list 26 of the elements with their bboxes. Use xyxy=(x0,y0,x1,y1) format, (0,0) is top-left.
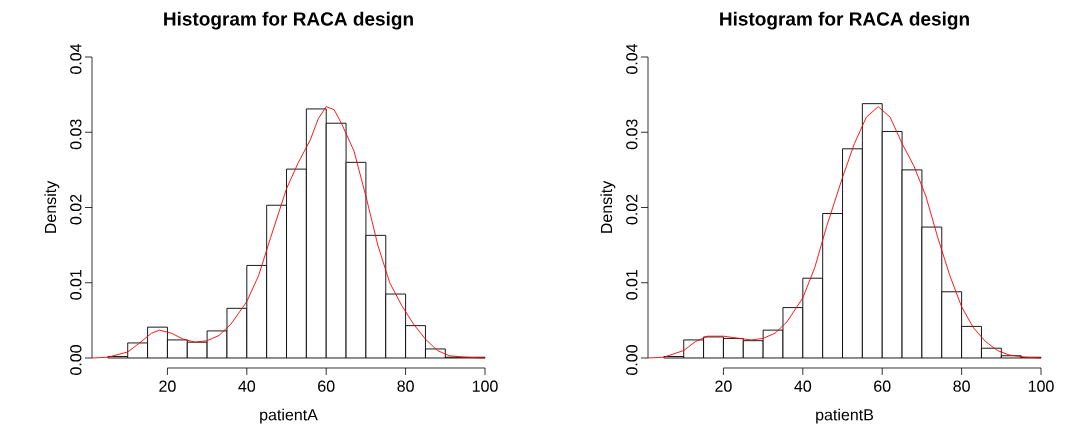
x-tick-label: 40 xyxy=(238,380,256,392)
x-axis-title: patientA xyxy=(260,408,318,424)
y-axis-title: Density xyxy=(44,180,60,233)
y-tick-label: 0.04 xyxy=(626,43,638,74)
x-tick-label: 60 xyxy=(318,380,335,392)
x-tick-label: 80 xyxy=(397,380,414,392)
x-axis-title: patientB xyxy=(816,408,874,424)
y-tick-label: 0.04 xyxy=(70,43,82,74)
x-tick-label: 100 xyxy=(1028,380,1054,392)
chart-title: Histogram for RACA design xyxy=(720,11,969,30)
y-tick-label: 0.03 xyxy=(626,119,638,150)
chart-title: Histogram for RACA design xyxy=(164,11,413,30)
x-tick-label: 20 xyxy=(159,380,176,392)
y-tick-label: 0.01 xyxy=(626,269,638,300)
y-tick-label: 0.03 xyxy=(70,119,82,150)
y-tick-label: 0.01 xyxy=(70,269,82,300)
y-tick-label: 0.00 xyxy=(70,345,82,375)
x-tick-label: 20 xyxy=(715,380,732,392)
y-tick-label: 0.02 xyxy=(70,194,82,225)
x-tick-label: 100 xyxy=(472,380,498,392)
x-tick-label: 60 xyxy=(874,380,891,392)
x-tick-label: 80 xyxy=(953,380,970,392)
y-axis-title: Density xyxy=(600,180,616,233)
y-tick-label: 0.00 xyxy=(626,345,638,375)
y-tick-label: 0.02 xyxy=(626,194,638,225)
x-tick-label: 40 xyxy=(794,380,812,392)
